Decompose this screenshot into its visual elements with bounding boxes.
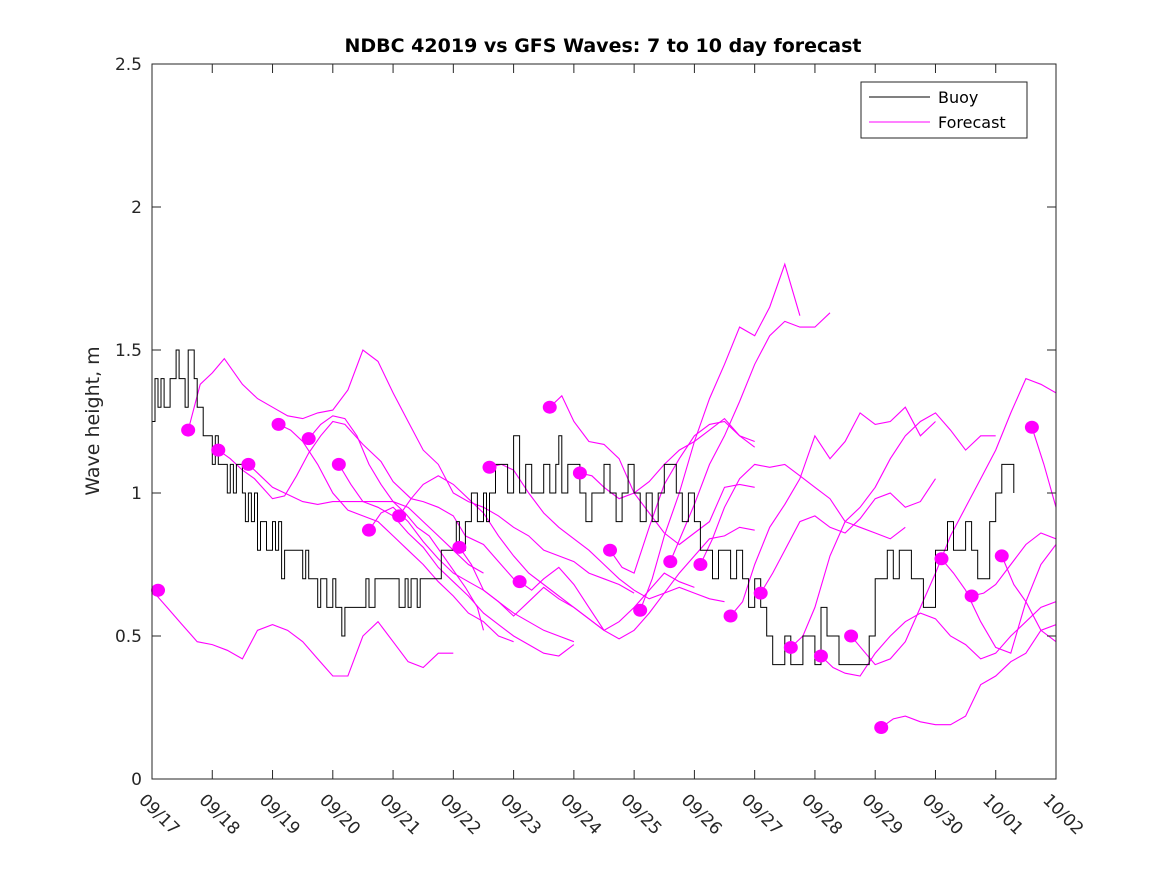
forecast-marker	[663, 555, 678, 569]
forecast-marker	[271, 417, 286, 431]
forecast-line-26	[1001, 555, 1056, 643]
forecast-marker	[452, 540, 467, 554]
forecast-marker	[361, 523, 376, 537]
y-tick-label: 2	[131, 198, 142, 218]
x-tick-label: 09/18	[195, 790, 244, 839]
forecast-line-7	[368, 506, 575, 643]
forecast-marker	[934, 552, 949, 566]
axes: 00.511.522.509/17 09/18 09/19 09/20 09/21 09/…	[115, 55, 1087, 839]
forecast-line-18	[730, 406, 936, 617]
forecast-line-19	[760, 478, 936, 594]
forecast-line-1	[187, 349, 635, 594]
x-tick-label: 09/26	[677, 790, 726, 839]
x-tick-label: 09/22	[436, 790, 485, 839]
forecast-line-0	[152, 589, 454, 677]
forecast-marker	[542, 400, 557, 414]
y-tick-label: 1.5	[115, 341, 142, 361]
forecast-marker	[301, 432, 316, 446]
x-tick-label: 09/27	[737, 790, 786, 839]
x-tick-label: 09/25	[617, 790, 666, 839]
forecast-line-21	[820, 601, 1056, 677]
forecast-marker	[603, 543, 618, 557]
y-tick-label: 0.5	[115, 627, 142, 647]
forecast-line-15	[639, 262, 801, 611]
x-tick-label: 09/21	[376, 790, 425, 839]
forecast-line-4	[278, 423, 514, 643]
forecast-marker	[572, 466, 587, 480]
forecast-marker	[482, 460, 497, 474]
x-tick-label: 09/19	[255, 790, 304, 839]
x-tick-label: 09/30	[918, 790, 967, 839]
forecast-line-8	[398, 475, 605, 631]
forecast-marker	[241, 457, 256, 471]
chart-title: NDBC 42019 vs GFS Waves: 7 to 10 day for…	[344, 35, 861, 57]
forecast-marker	[693, 558, 708, 571]
y-tick-label: 1	[131, 484, 142, 504]
x-tick-label: 09/17	[134, 790, 183, 839]
forecast-marker	[994, 549, 1009, 563]
forecast-line-22	[850, 377, 1056, 666]
legend-forecast-label: Forecast	[938, 113, 1006, 132]
x-tick-label: 09/23	[496, 790, 545, 839]
forecast-line-6	[338, 464, 575, 657]
legend: Buoy Forecast	[860, 81, 1028, 139]
forecast-line-14	[609, 420, 756, 574]
buoy-line	[152, 349, 1015, 666]
forecast-line-17	[699, 463, 906, 565]
forecast-marker	[964, 589, 979, 603]
forecast-line-3	[248, 463, 484, 574]
forecast-marker	[392, 509, 407, 523]
forecast-marker	[844, 629, 859, 643]
marker-layer	[151, 400, 1039, 735]
forecast-marker	[874, 721, 889, 735]
x-tick-label: 10/02	[1038, 790, 1087, 839]
forecast-marker	[633, 603, 648, 617]
forecast-marker	[211, 443, 226, 457]
forecast-line-12	[549, 394, 755, 546]
forecast-marker	[1024, 420, 1039, 434]
x-tick-label: 09/29	[858, 790, 907, 839]
y-tick-label: 2.5	[115, 55, 142, 75]
x-tick-label: 09/28	[797, 790, 846, 839]
forecast-line-9	[458, 546, 695, 631]
forecast-marker	[753, 586, 768, 600]
forecast-marker	[331, 457, 346, 471]
forecast-line-11	[519, 526, 755, 640]
series-layer	[152, 262, 1056, 728]
forecast-line-27	[1031, 427, 1056, 508]
forecast-marker	[512, 575, 527, 589]
forecast-line-20	[790, 412, 996, 648]
forecast-line-23	[880, 624, 1056, 728]
forecast-line-24	[941, 544, 1056, 654]
forecast-marker	[783, 640, 798, 654]
y-tick-label: 0	[131, 770, 142, 790]
x-tick-label: 09/20	[315, 790, 364, 839]
y-axis-label: Wave height, m	[82, 346, 104, 495]
forecast-line-16	[669, 312, 831, 562]
legend-box	[860, 81, 1028, 139]
forecast-marker	[813, 649, 828, 663]
x-tick-label: 10/01	[978, 790, 1027, 839]
x-tick-label: 09/24	[556, 790, 605, 839]
forecast-line-5	[308, 415, 485, 631]
legend-buoy-label: Buoy	[938, 88, 978, 107]
plot-frame	[151, 63, 1057, 780]
forecast-line-25	[971, 532, 1056, 597]
forecast-marker	[723, 609, 738, 623]
forecast-line-10	[489, 463, 725, 603]
forecast-marker	[181, 423, 196, 437]
forecast-marker	[151, 583, 166, 597]
